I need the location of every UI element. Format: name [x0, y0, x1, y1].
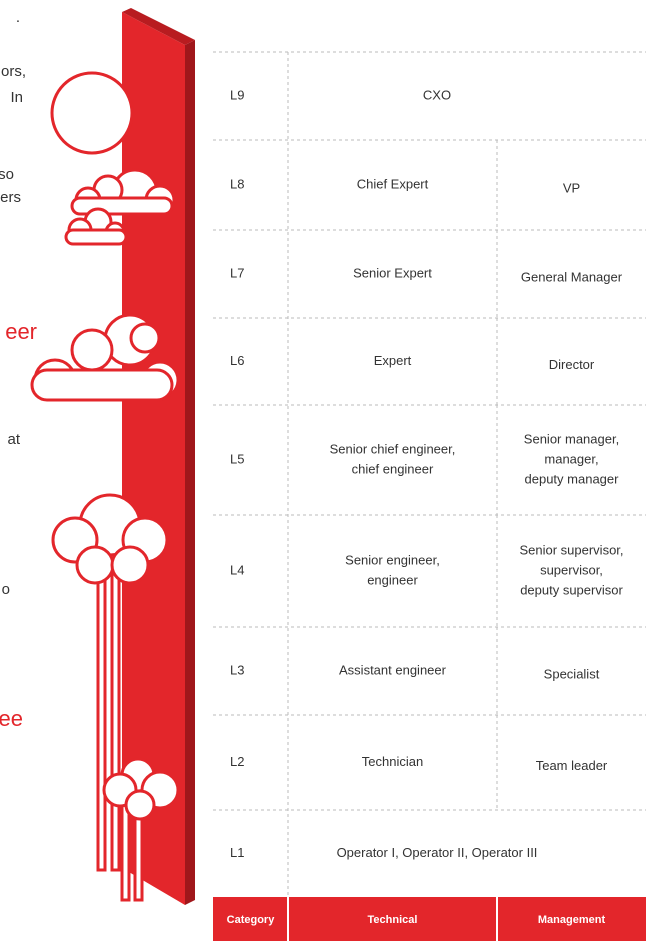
cell-text: Technician	[362, 754, 423, 769]
cell-text: Operator I, Operator II, Operator III	[337, 845, 538, 860]
cell-text: chief engineer	[352, 461, 434, 476]
level-label: L9	[230, 87, 244, 102]
level-label: L3	[230, 662, 244, 677]
cell-text: VP	[563, 180, 580, 195]
side-fragment: In	[10, 89, 23, 106]
side-fragment: ee	[0, 706, 23, 731]
cell-text: General Manager	[521, 269, 623, 284]
cell-text: Senior supervisor,	[519, 542, 623, 557]
cell-text: Senior manager,	[524, 431, 619, 446]
cell-text: engineer	[367, 572, 418, 587]
cell-text: Expert	[374, 353, 412, 368]
cell-text: deputy supervisor	[520, 582, 623, 597]
cell-text: manager,	[544, 451, 598, 466]
cell-text: Team leader	[536, 758, 608, 773]
header-label: Management	[538, 914, 606, 926]
side-fragment: .	[16, 9, 20, 26]
level-table: L9 CXO L8 Chief Expert VP L7 Senior Expert Gene…	[213, 51, 646, 941]
header-label: Category	[227, 914, 276, 926]
level-label: L7	[230, 265, 244, 280]
cell-text: deputy manager	[525, 471, 620, 486]
cell-text: Senior chief engineer,	[330, 441, 456, 456]
side-fragment: ers	[0, 189, 21, 206]
level-label: L6	[230, 353, 244, 368]
cell-text: Specialist	[544, 666, 600, 681]
side-fragment: at	[7, 431, 20, 448]
side-fragment: so	[0, 166, 14, 183]
header-bar	[213, 897, 646, 941]
side-fragment: ors,	[1, 63, 26, 80]
cell-text: Senior Expert	[353, 265, 432, 280]
level-label: L8	[230, 176, 244, 191]
side-text: . ors, In so ers eer at o ee	[0, 9, 37, 731]
pillar	[122, 8, 195, 905]
cell-text: Assistant engineer	[339, 662, 447, 677]
level-label: L5	[230, 451, 244, 466]
side-fragment: eer	[5, 319, 37, 344]
header-label: Technical	[368, 914, 418, 926]
level-label: L1	[230, 845, 244, 860]
cell-text: Chief Expert	[357, 176, 429, 191]
cell-text: Director	[549, 357, 595, 372]
level-label: L4	[230, 562, 244, 577]
decorations	[30, 71, 180, 902]
cell-text: Senior engineer,	[345, 552, 440, 567]
level-label: L2	[230, 754, 244, 769]
side-fragment: o	[2, 581, 10, 598]
cell-text: CXO	[423, 87, 451, 102]
cell-text: supervisor,	[540, 562, 603, 577]
